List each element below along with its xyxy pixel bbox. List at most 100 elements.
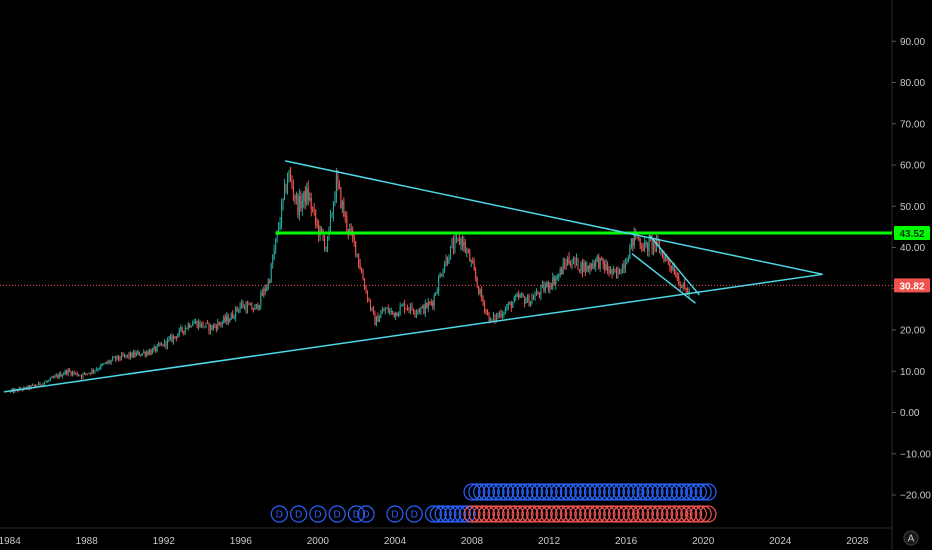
dividend-marker [569, 483, 587, 501]
candle-body [386, 308, 388, 310]
candle-body [617, 268, 619, 275]
dividend-marker-label: D [276, 510, 283, 521]
earnings-marker [550, 505, 568, 523]
candle-body [430, 302, 432, 304]
x-tick-label: 2020 [692, 536, 715, 547]
candle-body [577, 257, 579, 270]
candle-body [58, 373, 60, 378]
candle-body [682, 283, 684, 287]
candle-body [155, 346, 157, 352]
candle-body [541, 284, 543, 287]
candle-body [260, 292, 262, 306]
candle-body [251, 303, 253, 310]
candle-body [174, 336, 176, 338]
candle-body [263, 288, 265, 296]
candle-body [553, 277, 555, 285]
earnings-marker [612, 505, 630, 523]
dividend-marker [583, 483, 602, 501]
candle-body [273, 249, 275, 259]
candle-body [667, 257, 669, 263]
candle-body [186, 328, 188, 330]
candle-body [383, 310, 385, 312]
dividend-marker [439, 505, 457, 523]
candle-body [433, 295, 435, 307]
candle-body [412, 309, 414, 313]
candle-body [445, 258, 447, 266]
candle-body [322, 232, 324, 239]
candle-body [378, 317, 380, 322]
candle-body [633, 231, 635, 246]
candle-body [86, 373, 88, 375]
candle-body [199, 322, 201, 327]
candle-body [212, 325, 214, 330]
trendline [648, 234, 700, 296]
candle-body [141, 353, 143, 356]
auto-scale-label[interactable]: A [908, 534, 915, 545]
candle-body [613, 269, 615, 274]
earnings-marker [554, 505, 573, 523]
candle-body [642, 248, 644, 251]
candle-body [361, 269, 363, 273]
earnings-marker [689, 505, 707, 523]
candle-body [377, 316, 379, 322]
candle-body [208, 323, 210, 331]
candle-body [392, 310, 394, 313]
candle-body [562, 262, 564, 275]
candle-body [275, 238, 277, 250]
candle-body [334, 198, 336, 205]
candle-body [85, 372, 87, 374]
candle-body [298, 195, 300, 215]
candle-body [540, 286, 542, 296]
price-badge-label: 43.52 [899, 229, 924, 240]
candle-body [516, 294, 518, 297]
earnings-marker [516, 505, 534, 523]
dividend-marker [347, 505, 366, 523]
candle-body [630, 238, 632, 247]
dividend-marker [497, 483, 515, 501]
candle-body [341, 201, 343, 208]
candle-body [297, 195, 299, 215]
candle-body [515, 296, 517, 298]
candle-body [405, 308, 407, 310]
candle-body [101, 364, 103, 366]
candle-body [42, 383, 44, 386]
candle-body [415, 311, 417, 314]
auto-scale-button [903, 530, 919, 546]
y-tick-label: 70.00 [900, 119, 925, 130]
candle-body [602, 258, 604, 265]
candle-body [368, 299, 370, 301]
dividend-marker [458, 505, 476, 523]
candle-body [289, 171, 291, 179]
candle-body [325, 247, 327, 249]
candle-body [43, 382, 45, 384]
candle-body [121, 354, 123, 360]
candle-body [472, 260, 474, 264]
candle-body [132, 352, 134, 358]
candle-body [581, 262, 583, 273]
candle-body [675, 274, 677, 277]
candle-body [95, 369, 97, 371]
candle-body [79, 375, 81, 377]
candle-body [343, 201, 345, 216]
candle-body [51, 377, 53, 379]
dividend-marker [434, 505, 452, 523]
earnings-marker [540, 505, 558, 523]
candle-body [501, 314, 503, 317]
candle-body [115, 356, 117, 360]
candle-body [450, 245, 452, 260]
trendline [3, 273, 823, 393]
dividend-marker [540, 483, 558, 501]
earnings-marker [559, 505, 577, 523]
candle-body [337, 174, 339, 183]
candle-body [113, 356, 115, 358]
candle-body [129, 352, 131, 358]
candle-body [189, 324, 191, 328]
candle-body [647, 242, 649, 252]
candle-body [620, 273, 622, 275]
candle-body [488, 312, 490, 323]
candle-body [150, 350, 152, 354]
candle-body [112, 357, 114, 361]
dividend-marker [612, 483, 630, 501]
dividend-marker [530, 483, 549, 501]
